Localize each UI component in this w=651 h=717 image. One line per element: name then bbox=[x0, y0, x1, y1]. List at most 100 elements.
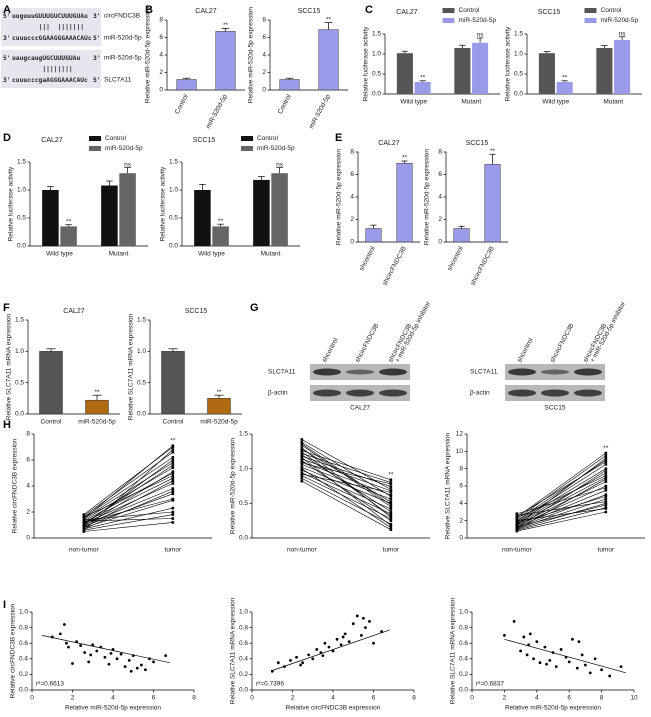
pair-line bbox=[516, 487, 606, 515]
base-pairing: |||||||| bbox=[12, 66, 73, 74]
x-tick-label: 0 bbox=[470, 695, 474, 702]
pair-marker bbox=[515, 528, 519, 531]
point bbox=[135, 666, 139, 670]
pair-marker bbox=[604, 497, 608, 501]
pair-marker bbox=[389, 489, 393, 493]
pair-line bbox=[301, 473, 391, 493]
pair-line bbox=[516, 470, 607, 528]
row-label: β-actin bbox=[470, 390, 490, 397]
sequence: uuguuuGUUUGUCUUUGUAu bbox=[12, 13, 88, 20]
pair-marker bbox=[171, 470, 175, 473]
y-tick-label: 0.0 bbox=[239, 535, 248, 542]
sequence-end: 3' bbox=[93, 55, 101, 62]
legend-swatch bbox=[89, 146, 101, 151]
y-tick-label: 6 bbox=[459, 483, 463, 490]
y-tick-label: 0.0 bbox=[514, 91, 523, 98]
point bbox=[519, 649, 522, 653]
y-tick-label: 0.2 bbox=[239, 671, 248, 678]
pair-marker bbox=[389, 512, 393, 516]
pair-marker bbox=[171, 461, 175, 464]
point bbox=[580, 653, 584, 657]
pair-marker bbox=[300, 452, 304, 455]
x-tick-label: 4 bbox=[331, 695, 335, 702]
y-axis-label: Relative circFNDC3B expression bbox=[10, 603, 17, 698]
pair-marker bbox=[82, 527, 86, 531]
point bbox=[567, 660, 571, 664]
y-tick-label: 2 bbox=[438, 216, 442, 223]
bar bbox=[318, 29, 339, 91]
pair-marker bbox=[604, 510, 608, 514]
bar bbox=[614, 40, 631, 94]
x-tick-label: 2 bbox=[71, 695, 75, 702]
pair-line bbox=[301, 455, 391, 487]
x-tick-label: Mutant bbox=[461, 99, 481, 106]
sequence-end: 3' bbox=[3, 77, 11, 84]
panel-label: B bbox=[145, 4, 153, 16]
point bbox=[79, 644, 82, 647]
y-tick-label: 6 bbox=[159, 34, 163, 41]
y-tick-label: 1.5 bbox=[169, 159, 178, 166]
pair-line bbox=[516, 458, 607, 526]
pair-line bbox=[83, 467, 173, 521]
point bbox=[548, 658, 552, 662]
pair-marker bbox=[604, 480, 608, 483]
pair-marker bbox=[82, 522, 86, 525]
y-tick-label: 0.6 bbox=[239, 640, 248, 647]
x-tick-label: 0 bbox=[250, 695, 254, 702]
point bbox=[127, 658, 131, 662]
point bbox=[571, 637, 574, 641]
significance-label: ns bbox=[619, 31, 627, 38]
y-tick-label: 1.0 bbox=[17, 187, 26, 194]
y-axis-label: Relative miR-520d-5p expression bbox=[145, 7, 152, 103]
pair-marker bbox=[300, 468, 304, 472]
point bbox=[359, 634, 363, 637]
bar bbox=[161, 351, 185, 415]
x-tick-label: tumor bbox=[598, 547, 615, 554]
pair-marker bbox=[171, 521, 175, 524]
x-tick-label: 8 bbox=[600, 695, 604, 702]
sequence: cuuucccGGAAGGGAAACAUc bbox=[12, 35, 92, 42]
point bbox=[335, 637, 339, 641]
x-axis-label: Relative miR-520d-5p expression bbox=[65, 705, 161, 712]
y-tick-label: 1.5 bbox=[17, 159, 26, 166]
pair-marker bbox=[171, 506, 175, 510]
pair-marker bbox=[604, 454, 608, 457]
point bbox=[276, 661, 280, 665]
significance-label: ** bbox=[388, 471, 394, 478]
point bbox=[543, 645, 547, 649]
significance-label: ** bbox=[218, 218, 224, 225]
point bbox=[593, 657, 597, 661]
point bbox=[295, 655, 298, 659]
significance-label: ** bbox=[216, 389, 222, 396]
pair-marker bbox=[300, 467, 304, 470]
pair-marker bbox=[389, 488, 393, 491]
pair-line bbox=[83, 500, 173, 528]
pair-line bbox=[83, 449, 174, 531]
point bbox=[619, 665, 623, 668]
y-tick-label: 0.4 bbox=[459, 656, 468, 663]
pair-line bbox=[301, 451, 392, 517]
fit-line bbox=[272, 629, 390, 671]
fit-line bbox=[504, 638, 626, 674]
y-tick-label: 8 bbox=[350, 149, 354, 156]
y-tick-label: 0.0 bbox=[239, 687, 248, 694]
pair-marker bbox=[389, 524, 393, 527]
point bbox=[289, 658, 292, 662]
pair-marker bbox=[171, 482, 175, 485]
point bbox=[528, 632, 532, 636]
pair-marker bbox=[604, 502, 608, 505]
point bbox=[368, 619, 371, 623]
point bbox=[103, 655, 107, 659]
y-tick-label: 0.0 bbox=[15, 411, 24, 418]
sequence-end: 5' bbox=[93, 77, 101, 84]
bar bbox=[60, 226, 77, 246]
x-tick-label: 2 bbox=[503, 695, 507, 702]
chart-title: SCC15 bbox=[466, 140, 489, 147]
fit-line bbox=[42, 635, 170, 664]
y-tick-label: 8 bbox=[26, 431, 30, 438]
pair-line bbox=[83, 475, 173, 518]
pair-marker bbox=[604, 486, 608, 490]
y-tick-label: 6 bbox=[262, 34, 266, 41]
blot-band bbox=[541, 369, 569, 375]
x-tick-label: Wild type bbox=[542, 99, 569, 106]
